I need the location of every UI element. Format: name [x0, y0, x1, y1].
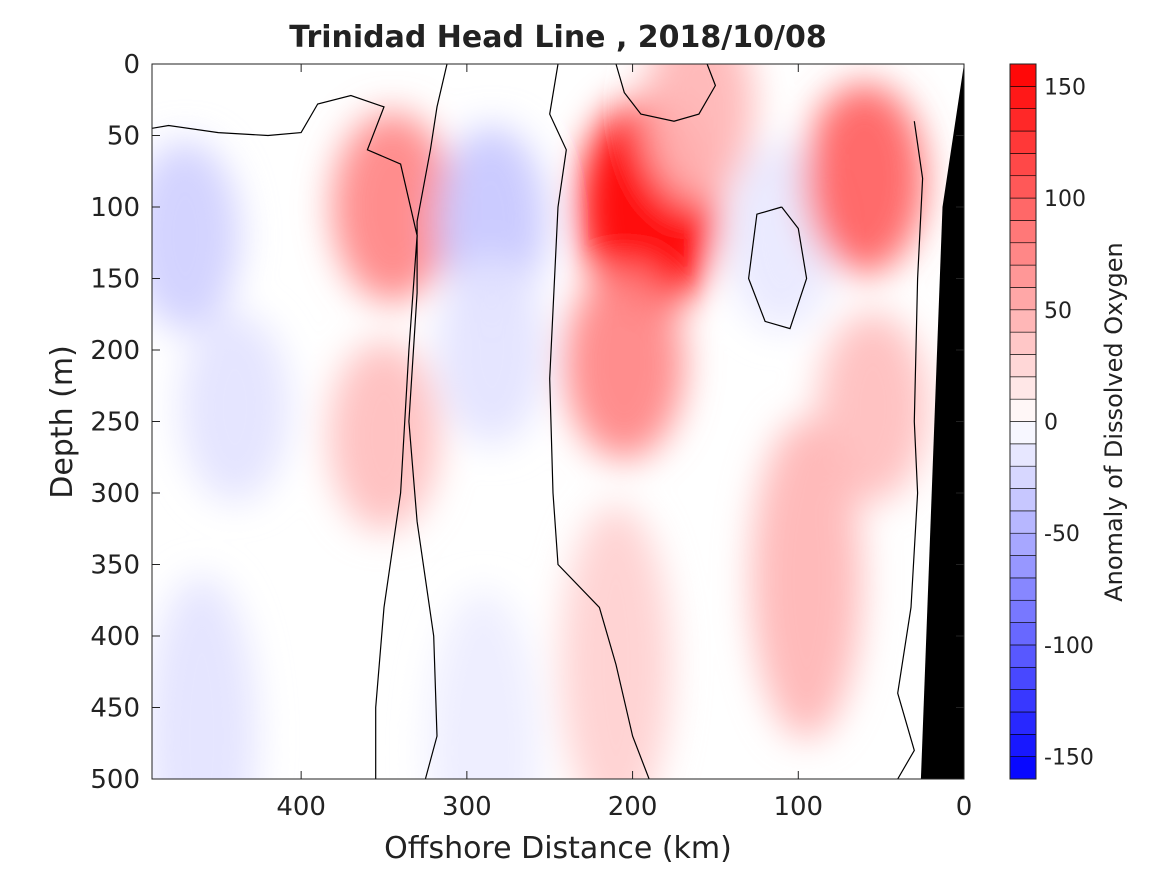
colorbar-swatch — [1009, 532, 1037, 556]
x-tick-label: 0 — [956, 792, 973, 822]
colorbar-swatch — [1009, 465, 1037, 489]
colorbar-swatch — [1009, 555, 1037, 579]
colorbar-swatch — [1009, 421, 1037, 445]
colorbar-tick-label: 150 — [1044, 75, 1086, 100]
y-axis: 0 50 100 150 200 250 300 350 400 450 500 — [90, 50, 964, 795]
colorbar-swatch — [1009, 689, 1037, 713]
x-axis-label: Offshore Distance (km) — [384, 831, 732, 866]
anomaly-blob — [332, 112, 453, 302]
x-tick-label: 300 — [442, 792, 492, 822]
colorbar-swatch — [1009, 264, 1037, 288]
colorbar-swatch — [1009, 756, 1037, 780]
y-axis-label: Depth (m) — [45, 345, 80, 499]
x-tick-label: 200 — [608, 792, 658, 822]
y-tick-label: 450 — [90, 694, 140, 724]
colorbar-swatch — [1009, 488, 1037, 512]
y-tick-label: 350 — [90, 551, 140, 581]
colorbar-swatch — [1009, 443, 1037, 467]
zero-contour — [408, 64, 448, 779]
colorbar-swatch — [1009, 666, 1037, 690]
colorbar-swatch — [1009, 108, 1037, 132]
colorbar-swatch — [1009, 153, 1037, 177]
colorbar-swatch — [1009, 331, 1037, 355]
anomaly-blob — [436, 255, 547, 445]
anomaly-blob — [179, 312, 290, 503]
colorbar-tick-label: 100 — [1044, 187, 1086, 212]
colorbar-swatch — [1009, 197, 1037, 221]
x-tick-label: 400 — [276, 792, 326, 822]
x-tick-label: 100 — [773, 792, 823, 822]
anomaly-blob — [152, 140, 241, 331]
colorbar-swatch — [1009, 354, 1037, 378]
colorbar-swatch — [1009, 577, 1037, 601]
anomaly-field — [152, 64, 964, 779]
y-tick-label: 50 — [107, 122, 140, 152]
colorbar-swatch — [1009, 599, 1037, 623]
colorbar-swatch — [1009, 287, 1037, 311]
zero-contour — [747, 206, 808, 330]
anomaly-blob — [804, 83, 925, 274]
anomaly-blob — [329, 340, 439, 531]
colorbar-swatch — [1009, 130, 1037, 154]
y-tick-label: 0 — [123, 50, 140, 80]
anomaly-blob — [817, 312, 928, 503]
y-tick-label: 300 — [90, 479, 140, 509]
anomaly-blob — [152, 576, 257, 779]
colorbar-swatch — [1009, 376, 1037, 400]
bathymetry-mask — [920, 64, 964, 779]
colorbar-swatch — [1009, 644, 1037, 668]
colorbar-swatch — [1009, 86, 1037, 109]
colorbar-swatch — [1009, 220, 1037, 244]
colorbar-swatch — [1009, 398, 1037, 422]
y-tick-label: 400 — [90, 622, 140, 652]
anomaly-blob — [643, 64, 754, 202]
colorbar-frame — [1009, 63, 1037, 780]
colorbar-swatch — [1009, 63, 1037, 87]
zero-contour — [615, 64, 717, 122]
colorbar-tick-label: -100 — [1044, 634, 1094, 659]
colorbar-swatch — [1009, 622, 1037, 646]
colorbar-tick-label: 50 — [1044, 299, 1072, 324]
y-tick-label: 150 — [90, 265, 140, 295]
colorbar-tick-label: 0 — [1044, 411, 1058, 436]
anomaly-blob — [751, 418, 862, 739]
y-tick-label: 100 — [90, 193, 140, 223]
x-axis: 400 300 200 100 0 — [276, 64, 972, 822]
anomaly-blob — [564, 269, 685, 460]
y-tick-label: 500 — [90, 765, 140, 795]
colorbar-swatch — [1009, 734, 1037, 757]
colorbar-swatch — [1009, 711, 1037, 735]
zero-contour — [897, 121, 924, 779]
colorbar-tick-label: -150 — [1044, 746, 1094, 771]
colorbar-swatch — [1009, 510, 1037, 534]
colorbar-swatch — [1009, 175, 1037, 199]
zero-contour — [152, 94, 418, 779]
y-tick-label: 250 — [90, 408, 140, 438]
colorbar: -150 -100 -50 0 50 100 150 — [1009, 63, 1094, 780]
colorbar-swatch — [1009, 309, 1037, 333]
anomaly-blob — [561, 504, 671, 779]
chart-title: Trinidad Head Line , 2018/10/08 — [289, 20, 826, 55]
y-tick-label: 200 — [90, 336, 140, 366]
colorbar-swatch — [1009, 242, 1037, 266]
colorbar-tick-label: -50 — [1044, 522, 1080, 547]
zero-contour — [549, 64, 650, 779]
colorbar-label: Anomaly of Dissolved Oxygen — [1100, 242, 1128, 602]
anomaly-blob — [428, 590, 539, 779]
